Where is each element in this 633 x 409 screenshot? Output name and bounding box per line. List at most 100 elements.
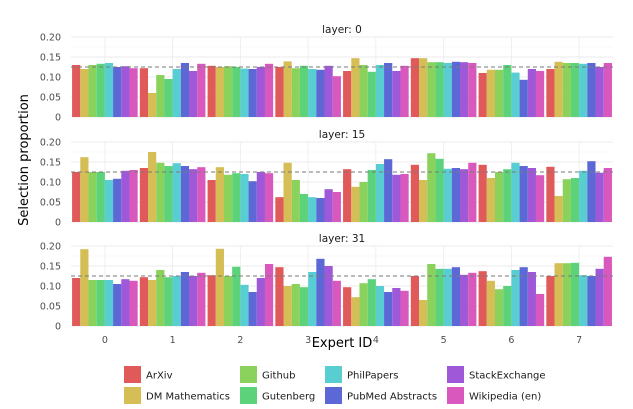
bar <box>554 61 563 117</box>
bar <box>96 63 105 117</box>
legend-swatch <box>447 387 464 404</box>
bar <box>256 172 265 222</box>
bar <box>460 62 469 117</box>
legend-label: ArXiv <box>146 371 173 382</box>
bar <box>503 65 512 117</box>
bar <box>419 300 428 326</box>
bar <box>324 65 333 117</box>
bar <box>189 276 198 326</box>
bar <box>546 69 555 117</box>
bar <box>215 167 224 222</box>
bar <box>291 68 300 117</box>
bar <box>511 270 520 326</box>
bar <box>80 249 89 326</box>
y-tick-label: 0.20 <box>40 241 61 252</box>
bar <box>443 268 452 326</box>
bar <box>164 79 173 117</box>
bar <box>535 175 545 222</box>
y-tick-label: 0.10 <box>40 281 61 292</box>
bar <box>527 69 536 117</box>
bar <box>351 186 360 222</box>
bar <box>72 172 81 222</box>
bar <box>156 270 165 326</box>
bar <box>332 280 341 326</box>
bar <box>443 168 452 222</box>
bar <box>299 287 309 326</box>
bar <box>384 159 393 222</box>
bar <box>579 275 588 326</box>
y-tick-label: 0.05 <box>40 92 61 103</box>
bar <box>189 71 198 117</box>
bar <box>283 61 292 117</box>
bar <box>554 196 563 222</box>
bar <box>264 264 274 326</box>
bar <box>392 288 401 326</box>
y-tick-label: 0.20 <box>40 137 61 148</box>
x-axis-title: Expert ID <box>312 336 373 351</box>
bar <box>88 280 97 326</box>
bar <box>299 194 309 222</box>
bar <box>451 61 461 117</box>
bar <box>579 170 588 222</box>
bar <box>96 172 105 222</box>
bar <box>478 164 487 222</box>
x-tick-label: 5 <box>441 335 447 346</box>
bar <box>527 168 536 222</box>
panel-1: layer: 15 0 0.05 0.10 0.15 0.20 <box>40 129 613 228</box>
bar <box>240 284 249 326</box>
bar <box>207 65 216 117</box>
x-tick-label: 2 <box>237 335 243 346</box>
bar <box>546 166 555 222</box>
bar <box>121 170 130 222</box>
bar <box>332 76 341 117</box>
bar <box>172 276 181 326</box>
legend-label: DM Mathematics <box>146 392 230 403</box>
bar <box>139 168 149 222</box>
bar <box>427 153 436 222</box>
bar <box>248 69 257 117</box>
bar <box>72 65 81 117</box>
legend-label: PhilPapers <box>347 371 398 382</box>
bar <box>392 174 401 222</box>
y-tick-label: 0.20 <box>40 32 61 43</box>
bar <box>494 289 504 326</box>
panel-title: layer: 0 <box>322 24 362 36</box>
bar <box>223 276 233 326</box>
bar <box>435 158 444 222</box>
bar <box>207 180 216 222</box>
bar <box>316 258 325 326</box>
bar <box>96 280 105 326</box>
legend-label: Wikipedia (en) <box>469 392 541 403</box>
bar <box>308 272 317 326</box>
bar <box>384 292 393 326</box>
bar <box>603 63 612 117</box>
x-tick-label: 3 <box>305 335 311 346</box>
bar <box>172 69 181 117</box>
x-tick-label: 7 <box>576 335 582 346</box>
bar <box>375 164 385 222</box>
bar <box>554 263 563 326</box>
legend-swatch <box>124 387 141 404</box>
legend-swatch <box>325 366 342 383</box>
bar <box>197 63 206 117</box>
bar <box>343 287 352 326</box>
bar <box>478 271 487 326</box>
bar <box>129 280 138 326</box>
legend-item: PubMed Abstracts <box>325 387 437 404</box>
bar <box>562 263 571 326</box>
bar <box>486 280 495 326</box>
bar <box>139 277 149 326</box>
bar <box>410 164 420 222</box>
bar <box>148 152 157 222</box>
bar <box>156 75 165 117</box>
panel-0: layer: 0 0 0.05 0.10 0.15 0.20 <box>40 24 613 123</box>
bar <box>535 294 545 326</box>
bar <box>384 63 393 117</box>
legend-swatch <box>124 366 141 383</box>
bar <box>486 69 495 117</box>
bar <box>164 166 173 222</box>
legend-item: PhilPapers <box>325 366 398 383</box>
bar <box>189 169 198 222</box>
bar <box>427 264 436 326</box>
